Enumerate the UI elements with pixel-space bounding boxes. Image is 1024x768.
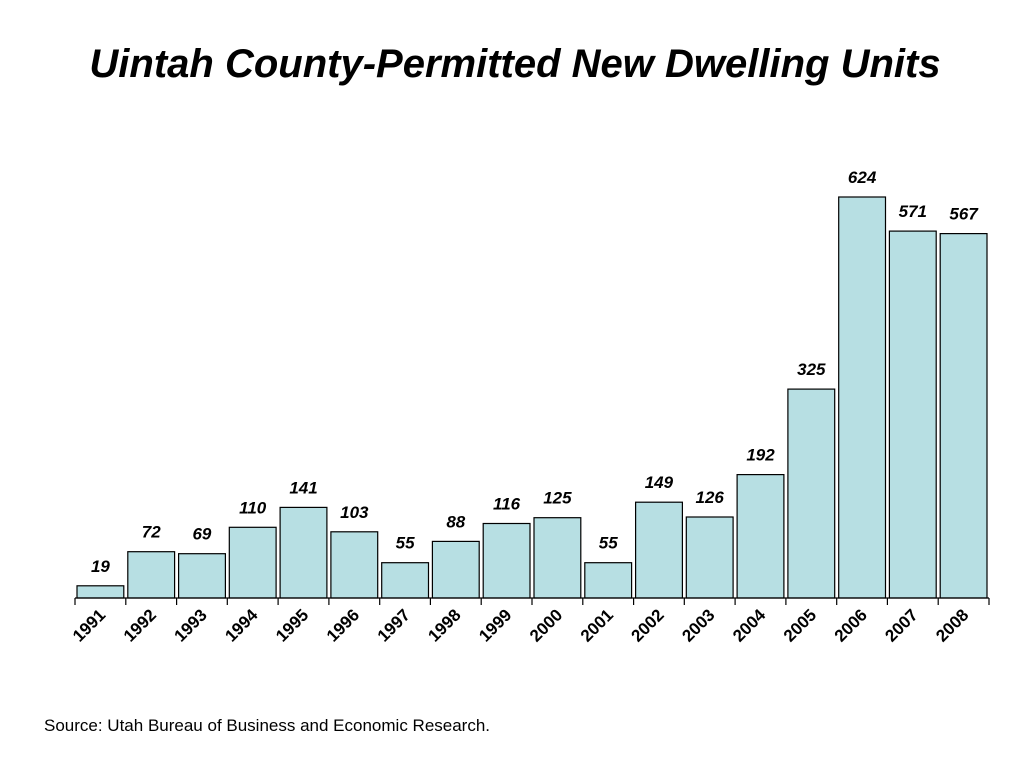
x-tick-label-1994: 1994 xyxy=(221,605,262,646)
x-tick-label-2000: 2000 xyxy=(526,605,566,645)
data-label-1995: 141 xyxy=(289,478,317,497)
x-tick-label-2008: 2008 xyxy=(932,605,972,645)
x-tick-label-2004: 2004 xyxy=(729,605,770,646)
data-label-2004: 192 xyxy=(746,446,775,465)
data-labels-group: 19 72 69 110 141 103 55 88 116 125 55 149 126 192 325 6… xyxy=(91,168,979,576)
bar-2008 xyxy=(939,233,988,599)
data-label-2003: 126 xyxy=(696,488,725,507)
bar-1997 xyxy=(381,562,430,599)
x-tick-label-2003: 2003 xyxy=(678,605,718,645)
x-tick-label-1995: 1995 xyxy=(272,605,312,645)
data-label-1992: 72 xyxy=(142,523,161,542)
bar-2007 xyxy=(888,230,937,599)
bars-group xyxy=(76,196,988,599)
x-tick-label-2001: 2001 xyxy=(577,605,617,645)
data-label-2008: 567 xyxy=(949,205,979,224)
x-tick-label-1996: 1996 xyxy=(323,605,363,645)
x-tick-label-1991: 1991 xyxy=(69,605,109,645)
data-label-2005: 325 xyxy=(797,360,826,379)
data-label-1994: 110 xyxy=(239,498,267,517)
data-label-2002: 149 xyxy=(645,473,674,492)
bar-2003 xyxy=(685,516,734,599)
bar-1992 xyxy=(127,551,176,599)
bar-1999 xyxy=(482,522,531,599)
data-label-1998: 88 xyxy=(446,512,465,531)
x-axis: 1991 1992 1993 1994 1995 1996 1997 1998 1999 2000… xyxy=(69,597,990,646)
bar-1998 xyxy=(431,540,480,599)
x-tick-label-2002: 2002 xyxy=(628,605,668,645)
data-label-1993: 69 xyxy=(192,525,211,544)
x-tick-label-1992: 1992 xyxy=(120,605,160,645)
x-tick-label-1997: 1997 xyxy=(374,605,414,645)
bar-2005 xyxy=(787,388,836,599)
data-label-1991: 19 xyxy=(91,557,110,576)
x-tick-label-2006: 2006 xyxy=(831,605,871,645)
x-tick-label-2007: 2007 xyxy=(881,605,921,645)
bar-1994 xyxy=(228,526,277,599)
bar-2002 xyxy=(634,501,683,599)
chart-title: Uintah County-Permitted New Dwelling Uni… xyxy=(89,42,941,86)
data-label-2000: 125 xyxy=(543,489,572,508)
x-tick-label-1998: 1998 xyxy=(424,605,464,645)
data-label-2001: 55 xyxy=(599,534,618,553)
x-tick-label-1993: 1993 xyxy=(171,605,211,645)
bar-1991 xyxy=(76,585,125,599)
x-tick-label-2005: 2005 xyxy=(780,605,820,645)
x-tick-label-1999: 1999 xyxy=(475,605,515,645)
data-label-1999: 116 xyxy=(493,495,521,514)
bar-2001 xyxy=(584,562,633,599)
bar-1995 xyxy=(279,506,328,599)
data-label-1997: 55 xyxy=(396,534,415,553)
data-label-2007: 571 xyxy=(899,202,927,221)
bar-2004 xyxy=(736,474,785,599)
bar-1996 xyxy=(330,531,379,599)
data-label-1996: 103 xyxy=(340,503,369,522)
bar-2000 xyxy=(533,517,582,599)
bar-2006 xyxy=(838,196,887,599)
bar-1993 xyxy=(178,553,227,599)
source-note: Source: Utah Bureau of Business and Econ… xyxy=(44,716,491,735)
data-label-2006: 624 xyxy=(848,168,877,187)
